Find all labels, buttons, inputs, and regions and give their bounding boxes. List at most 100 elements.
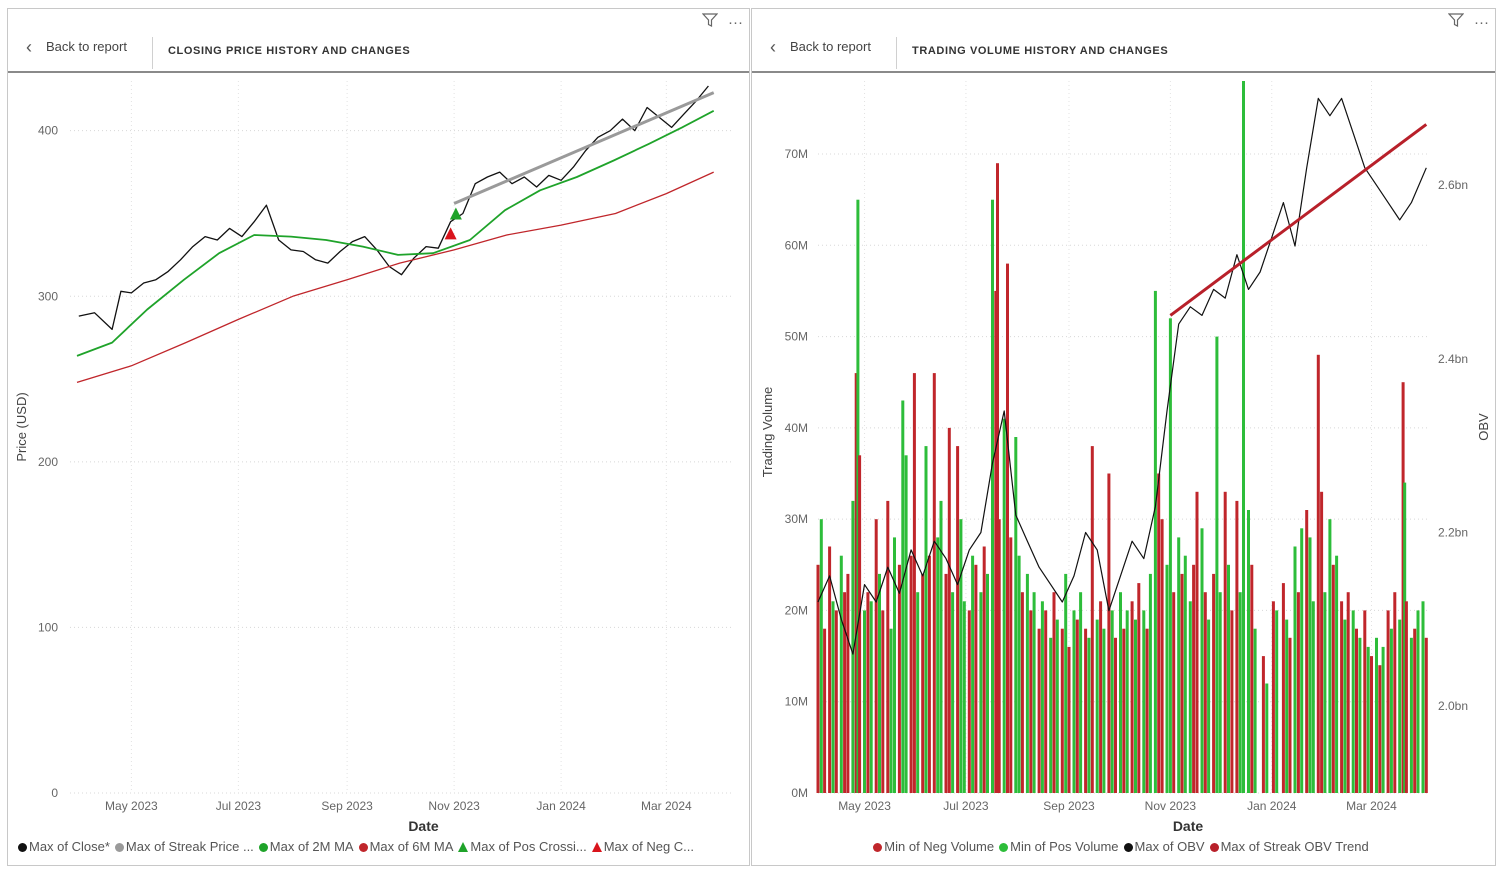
neg-volume-bar xyxy=(927,555,931,793)
pos-volume-bar xyxy=(1253,628,1257,793)
neg-volume-bar xyxy=(1180,573,1184,793)
legend-label: Max of Streak OBV Trend xyxy=(1220,839,1369,854)
neg-volume-bar xyxy=(1370,656,1373,793)
streak-obv-trend-line xyxy=(1169,123,1428,317)
price-chart: 0 100 200 300 400 May 2023 Jul 2023 Sep 2023 Nov… xyxy=(14,81,733,834)
filter-icon[interactable] xyxy=(1447,13,1465,31)
y-tick-label: 0M xyxy=(791,786,808,800)
neg-volume-bar xyxy=(1067,646,1071,793)
pos-volume-bar xyxy=(1343,619,1347,793)
legend-item[interactable]: Min of Pos Volume xyxy=(999,839,1119,854)
y-tick-label: 70M xyxy=(785,147,808,161)
legend-dot-marker xyxy=(18,843,27,852)
pos-volume-bar xyxy=(1375,637,1378,793)
x-tick-label: Jul 2023 xyxy=(943,799,989,813)
ma-6m-line xyxy=(76,171,714,384)
legend-item[interactable]: Max of Neg C... xyxy=(591,839,695,854)
y2-tick-label: 2.4bn xyxy=(1438,352,1468,366)
legend-item[interactable]: Max of Close* xyxy=(18,839,110,854)
legend-item[interactable]: Max of Streak Price ... xyxy=(114,839,254,854)
neg-volume-bar xyxy=(921,573,925,793)
panel-header: ‹ Back to report CLOSING PRICE HISTORY A… xyxy=(8,9,749,73)
legend-label: Max of Neg C... xyxy=(603,839,695,854)
legend-dot-marker xyxy=(1123,843,1133,852)
x-tick-label: Nov 2023 xyxy=(428,799,480,813)
pos-volume-bar xyxy=(1079,592,1083,793)
pos-volume-bar xyxy=(1366,646,1370,793)
pos-volume-bar xyxy=(1275,610,1279,793)
legend-dot-marker xyxy=(999,843,1009,852)
back-to-report-button[interactable]: ‹ Back to report xyxy=(26,38,127,56)
legend-label: Max of Close* xyxy=(29,839,110,854)
x-tick-label: Jul 2023 xyxy=(216,799,262,813)
y-tick-label: 50M xyxy=(785,330,808,344)
legend-label: Max of OBV xyxy=(1134,839,1205,854)
legend-item[interactable]: Max of 6M MA xyxy=(358,839,453,854)
visual-toolbar: ··· xyxy=(1447,13,1489,31)
pos-volume-bar xyxy=(1032,592,1036,793)
y-tick-label: 20M xyxy=(785,603,808,617)
pos-volume-bar xyxy=(1311,601,1315,793)
filter-icon[interactable] xyxy=(701,13,719,31)
pos-volume-bar xyxy=(856,199,860,793)
neg-volume-bar xyxy=(1044,610,1048,793)
neg-volume-bar xyxy=(1029,610,1033,793)
y-tick-label: 0 xyxy=(51,786,58,800)
neg-volume-bar xyxy=(1090,446,1094,793)
pos-volume-bar xyxy=(1119,592,1122,793)
neg-volume-bar xyxy=(1172,592,1176,793)
x-tick-label: Jan 2024 xyxy=(1247,799,1297,813)
pos-volume-bar xyxy=(1247,510,1250,793)
neg-volume-bar xyxy=(974,564,978,793)
neg-volume-bar xyxy=(1192,564,1196,793)
neg-volume-bar xyxy=(1281,583,1285,793)
neg-volume-bar xyxy=(897,564,901,793)
pos-volume-bar xyxy=(936,537,940,793)
pos-volume-bar xyxy=(924,446,928,793)
neg-volume-bar xyxy=(1235,500,1239,793)
pos-volume-bar xyxy=(1238,592,1242,793)
neg-volume-bar xyxy=(944,573,948,793)
y-tick-label: 30M xyxy=(785,512,808,526)
pos-volume-bar xyxy=(1218,592,1222,793)
neg-volume-bar xyxy=(843,592,847,793)
neg-volume-bar xyxy=(1424,637,1428,793)
y2-tick-label: 2.0bn xyxy=(1438,699,1468,713)
legend-label: Max of Streak Price ... xyxy=(125,839,254,854)
legend-item[interactable]: Min of Neg Volume xyxy=(873,839,994,854)
pos-volume-bar xyxy=(979,592,983,793)
pos-crossing-marker xyxy=(449,207,462,220)
more-options-icon[interactable]: ··· xyxy=(728,13,743,31)
pos-volume-bar xyxy=(1049,637,1053,793)
pos-volume-bar xyxy=(1025,573,1029,793)
legend-label: Max of 2M MA xyxy=(269,839,354,854)
x-tick-label: May 2023 xyxy=(105,799,158,813)
pos-volume-bar xyxy=(916,592,920,793)
pos-volume-bar xyxy=(1188,601,1192,793)
back-to-report-button[interactable]: ‹ Back to report xyxy=(770,38,871,56)
pos-volume-bar xyxy=(1381,646,1385,793)
neg-volume-bar xyxy=(846,573,850,793)
neg-volume-bar xyxy=(1114,637,1117,793)
legend-item[interactable]: Max of 2M MA xyxy=(258,839,354,854)
pos-volume-bar xyxy=(869,601,873,793)
pos-volume-bar xyxy=(1265,683,1269,793)
pos-volume-bar xyxy=(1055,619,1059,793)
legend-label: Min of Neg Volume xyxy=(884,839,995,854)
y-axis-title: Price (USD) xyxy=(14,392,29,461)
neg-volume-bar xyxy=(1363,610,1367,793)
neg-volume-bar xyxy=(1130,601,1134,793)
neg-volume-bar xyxy=(1331,564,1335,793)
legend-item[interactable]: Max of Streak OBV Trend xyxy=(1209,839,1369,854)
pos-volume-bar xyxy=(1421,601,1425,793)
pos-volume-bar xyxy=(1403,482,1407,793)
more-options-icon[interactable]: ··· xyxy=(1474,13,1489,31)
legend-item[interactable]: Max of OBV xyxy=(1123,839,1205,854)
neg-volume-bar xyxy=(823,628,827,793)
pos-volume-bar xyxy=(1200,528,1204,793)
neg-volume-bar xyxy=(956,446,960,793)
x-axis-title: Date xyxy=(1173,818,1204,834)
pos-volume-bar xyxy=(959,519,963,793)
legend-item[interactable]: Max of Pos Crossi... xyxy=(458,839,587,854)
neg-volume-bar xyxy=(1075,619,1079,793)
